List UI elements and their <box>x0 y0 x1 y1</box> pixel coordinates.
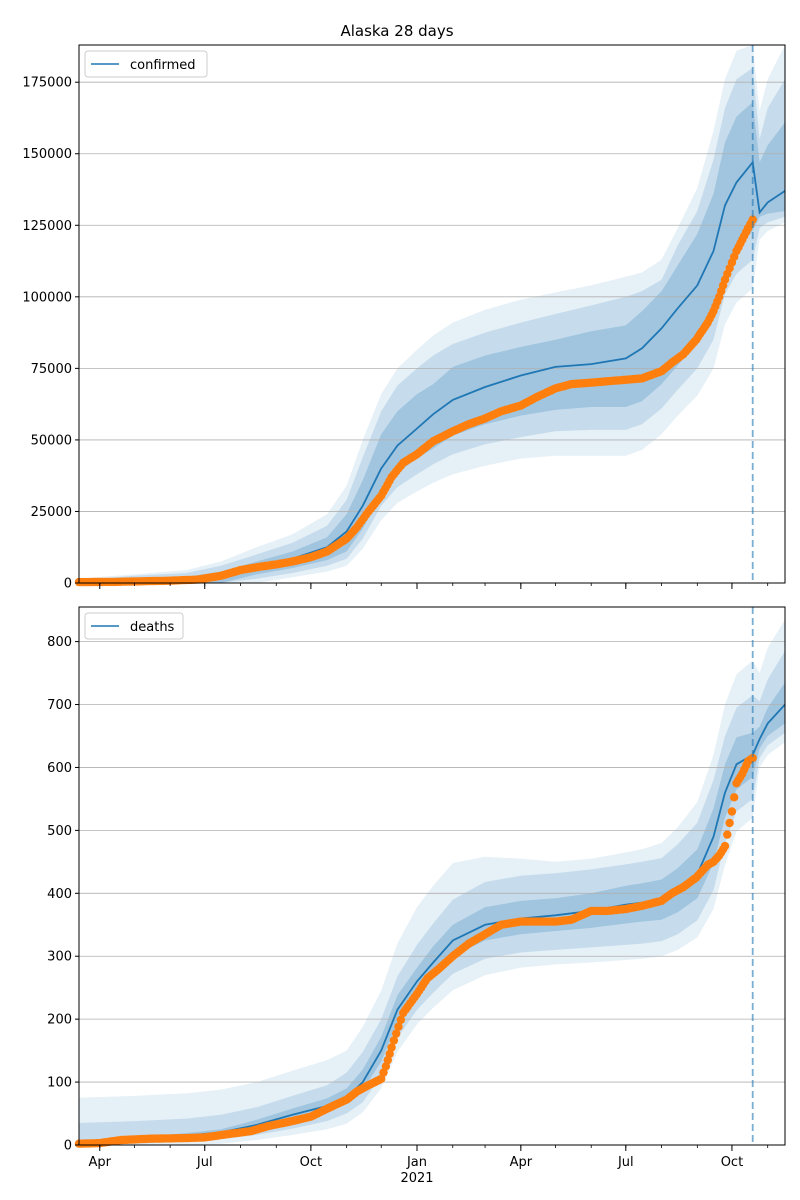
uncertainty-band <box>79 67 785 583</box>
uncertainty-band <box>79 682 785 1145</box>
y-tick-label: 0 <box>64 1139 72 1154</box>
observed-point <box>748 215 757 224</box>
uncertainty-band <box>79 102 785 583</box>
y-tick-label: 200 <box>47 1013 72 1028</box>
x-year-label: 2021 <box>400 1171 433 1186</box>
legend-label: deaths <box>130 620 175 635</box>
x-axis: Apr Jul Oct Jan Apr Jul Oct <box>89 1145 769 1170</box>
plot-frame <box>78 44 786 584</box>
y-tick-label: 500 <box>47 824 72 839</box>
x-axis <box>99 583 769 589</box>
y-tick-label: 0 <box>64 577 72 592</box>
observed-point <box>725 818 734 828</box>
y-tick-label: 300 <box>47 950 72 965</box>
y-tick-label: 400 <box>47 887 72 902</box>
chart-title: Alaska 28 days <box>340 22 453 40</box>
x-tick-label: Oct <box>721 1155 743 1170</box>
confirmed-panel: 0 25000 50000 75000 100000 125000 150000 175000… <box>22 44 786 592</box>
observed-point <box>730 793 739 802</box>
y-axis: 0 100 200 300 400 500 600 700 800 <box>47 635 79 1154</box>
observed-point <box>383 1055 392 1065</box>
observed-point <box>377 1074 386 1084</box>
uncertainty-band <box>79 619 785 1145</box>
x-tick-label: Oct <box>300 1155 322 1170</box>
y-tick-label: 125000 <box>22 219 72 234</box>
legend-box <box>84 612 184 640</box>
deaths-observed-points <box>74 753 757 1148</box>
x-tick-label: Jan <box>406 1155 427 1170</box>
y-tick-label: 100 <box>47 1076 72 1091</box>
x-tick-label: Apr <box>510 1155 533 1170</box>
x-tick-label: Jul <box>196 1155 213 1170</box>
legend-box <box>84 50 208 78</box>
observed-point <box>392 1029 401 1038</box>
legend-label: confirmed <box>130 58 196 73</box>
observed-point <box>720 841 730 851</box>
uncertainty-band <box>79 45 785 583</box>
observed-point <box>727 807 737 816</box>
y-tick-label: 175000 <box>22 76 72 91</box>
plot-frame <box>78 606 786 1146</box>
y-tick-label: 100000 <box>22 290 72 305</box>
observed-point <box>387 1043 396 1052</box>
y-axis: 0 25000 50000 75000 100000 125000 150000 175000 <box>22 76 79 592</box>
legend: confirmed <box>84 50 208 78</box>
x-tick-label: Apr <box>89 1155 112 1170</box>
observed-point <box>723 830 732 839</box>
observed-point <box>379 1068 388 1077</box>
observed-point <box>385 1049 394 1059</box>
uncertainty-band <box>79 651 785 1145</box>
y-tick-label: 600 <box>47 761 72 776</box>
y-tick-label: 75000 <box>31 362 72 377</box>
y-tick-label: 800 <box>47 635 72 650</box>
y-tick-label: 150000 <box>22 147 72 162</box>
observed-point <box>748 753 757 763</box>
confirmed-observed-points <box>74 215 757 587</box>
y-tick-label: 25000 <box>31 505 72 520</box>
y-tick-label: 50000 <box>31 433 72 448</box>
x-tick-label: Jul <box>617 1155 634 1170</box>
observed-point <box>394 1022 403 1031</box>
observed-point <box>396 1015 406 1024</box>
legend: deaths <box>84 612 184 640</box>
observed-point <box>389 1036 399 1045</box>
y-tick-label: 700 <box>47 698 72 713</box>
